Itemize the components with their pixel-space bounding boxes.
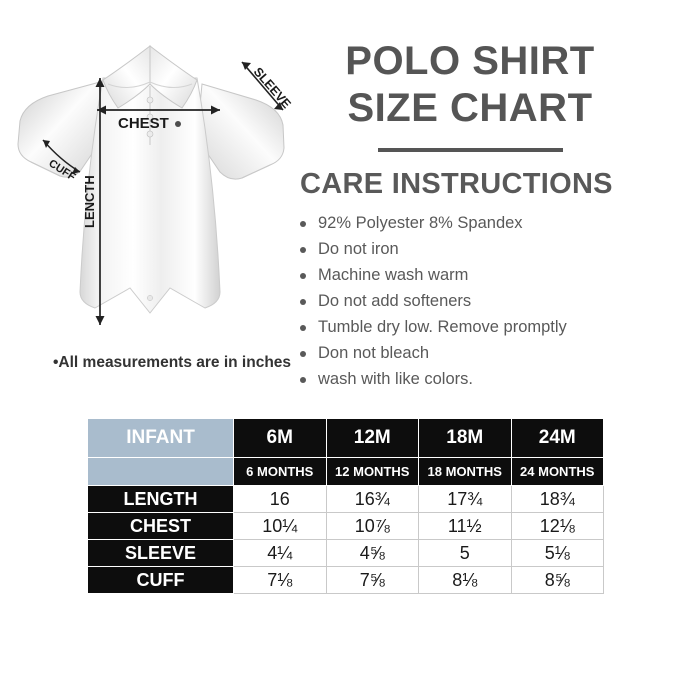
svg-text:CHEST: CHEST [118,115,169,132]
svg-text:LENCTH: LENCTH [82,175,97,228]
